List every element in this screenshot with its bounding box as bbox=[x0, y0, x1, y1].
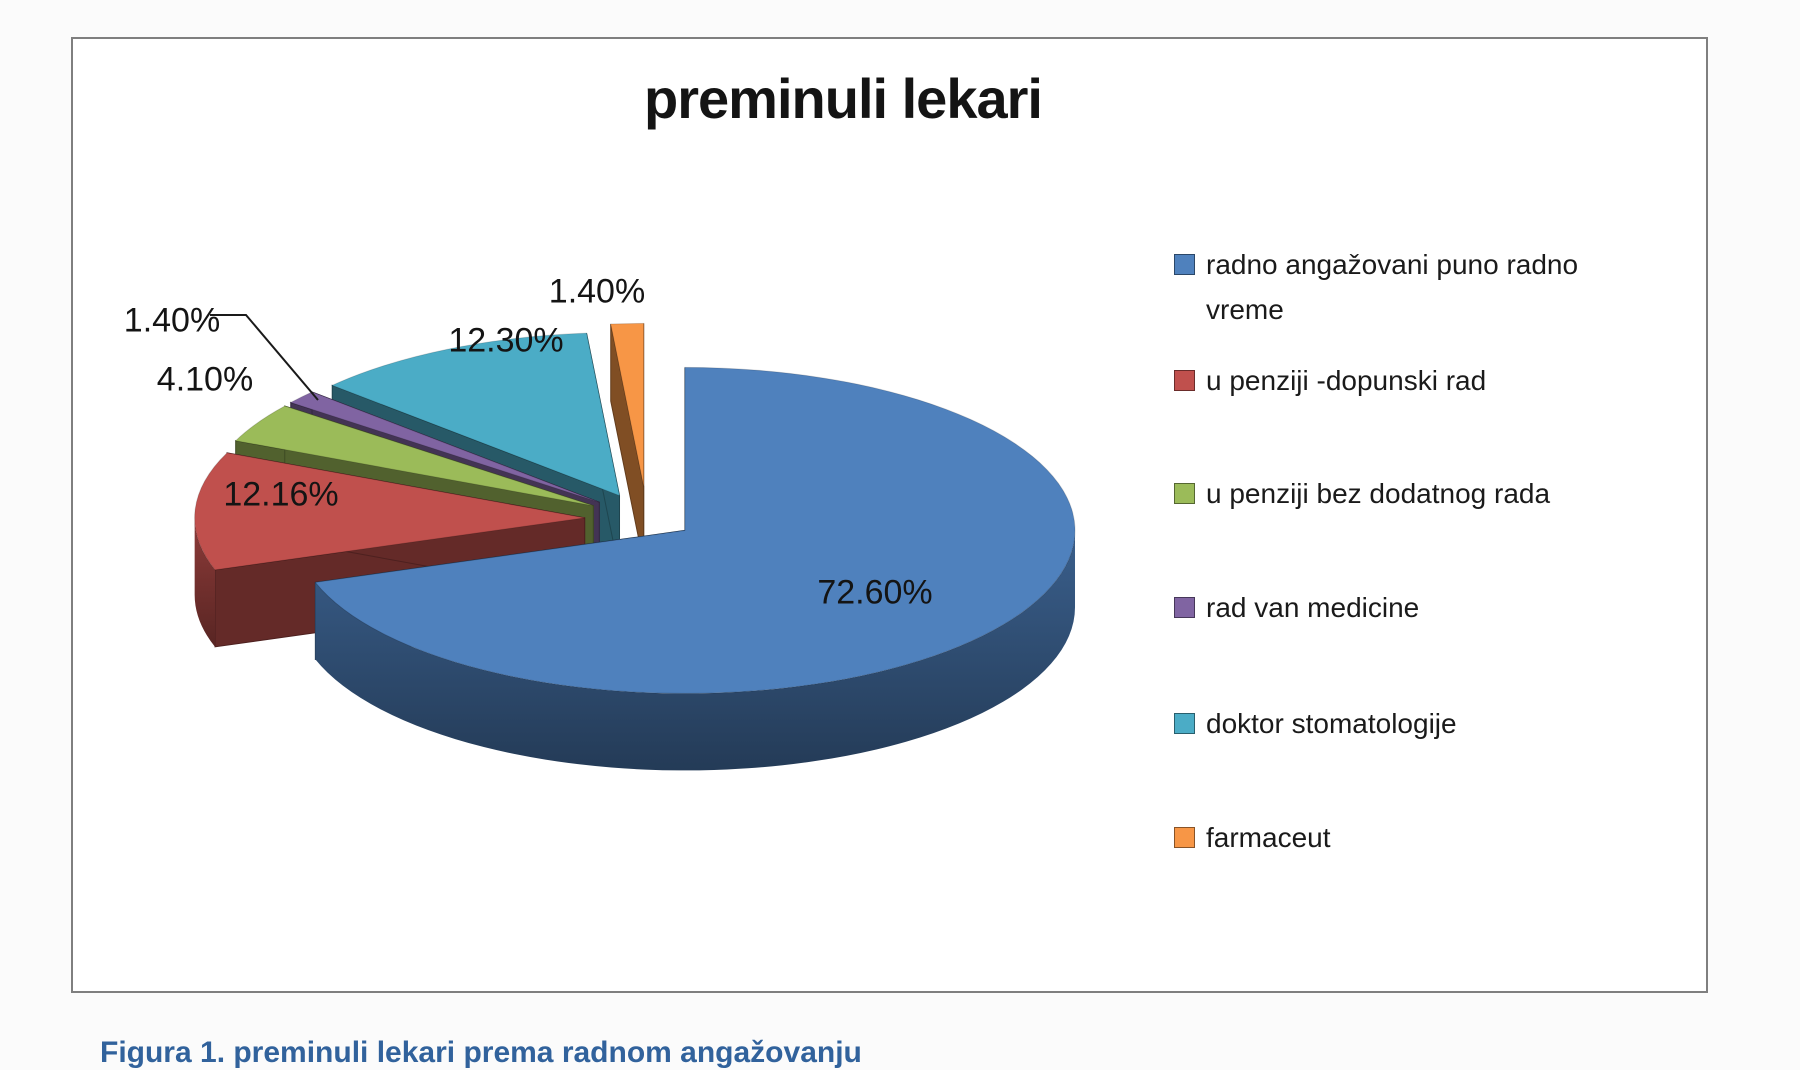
legend-swatch-green bbox=[1174, 483, 1195, 504]
slice-value-label: 1.40% bbox=[548, 272, 646, 311]
slice-value-label: 12.30% bbox=[448, 321, 564, 360]
legend-item: farmaceut bbox=[1174, 815, 1674, 860]
legend-item: u penziji bez dodatnog rada bbox=[1174, 471, 1674, 516]
legend-item: doktor stomatologije bbox=[1174, 701, 1674, 746]
legend-swatch-purple bbox=[1174, 597, 1195, 618]
slice-value-label: 4.10% bbox=[156, 360, 254, 399]
chart-title: preminuli lekari bbox=[644, 67, 1043, 130]
legend-label: farmaceut bbox=[1206, 822, 1331, 853]
legend-swatch-red bbox=[1174, 370, 1195, 391]
legend-swatch-blue bbox=[1174, 254, 1195, 275]
label-leader-line bbox=[210, 314, 319, 401]
slice-value-label: 72.60% bbox=[817, 573, 933, 612]
pie-slice bbox=[610, 322, 645, 487]
legend-swatch-orange bbox=[1174, 827, 1195, 848]
slice-value-label: 12.16% bbox=[223, 475, 339, 514]
legend-item: radno angažovani puno radno vreme bbox=[1174, 242, 1674, 332]
pie-slice-rim bbox=[315, 530, 1076, 771]
pie-slice bbox=[234, 405, 594, 507]
legend-label: rad van medicine bbox=[1206, 592, 1420, 623]
legend-swatch-teal bbox=[1174, 713, 1195, 734]
slice-value-label: 1.40% bbox=[123, 301, 221, 340]
legend-label: radno angažovani puno radno vreme bbox=[1206, 249, 1579, 325]
pie-slice-rim bbox=[194, 517, 216, 647]
pie-slice bbox=[314, 366, 1076, 694]
legend-item: u penziji -dopunski rad bbox=[1174, 358, 1674, 403]
legend-item: rad van medicine bbox=[1174, 585, 1674, 630]
figure-caption: Figura 1. preminuli lekari prema radnom … bbox=[100, 1036, 862, 1069]
legend-label: u penziji bez dodatnog rada bbox=[1206, 478, 1551, 509]
pie-slice bbox=[194, 452, 585, 571]
legend-label: doktor stomatologije bbox=[1206, 708, 1457, 739]
pie-slice bbox=[330, 332, 621, 497]
legend-label: u penziji -dopunski rad bbox=[1206, 365, 1487, 396]
